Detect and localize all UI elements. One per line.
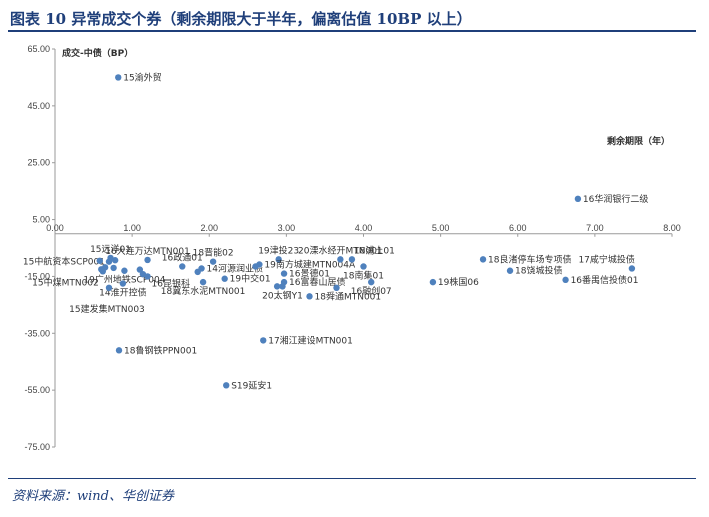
source-note: 资料来源：wind、华创证券: [12, 489, 174, 504]
data-point: [252, 263, 259, 270]
data-point: [96, 257, 103, 264]
point-label: 20溧水经开MTN001: [298, 244, 383, 256]
point-label: 16大连万达MTN001: [105, 245, 190, 257]
y-tick-label: -15.00: [24, 271, 50, 281]
data-point: [105, 284, 113, 291]
point-label: 15中煤MTN002: [32, 276, 99, 288]
figure-footer: 资料来源：wind、华创证券: [8, 478, 696, 507]
point-label: 16华润银行二级: [583, 193, 648, 205]
y-tick-label: -55.00: [24, 385, 50, 395]
y-tick-label: 45.00: [27, 101, 50, 111]
data-point: [628, 265, 636, 272]
data-point: [199, 278, 207, 286]
y-tick-label: -75.00: [24, 442, 50, 452]
x-tick-label: 6.00: [509, 223, 527, 233]
x-tick-label: 1.00: [123, 223, 141, 233]
point-label: 17咸宁城投债: [578, 253, 634, 265]
y-axis-title: 成交-中债（BP）: [62, 47, 133, 59]
point-label: 18良渚停车场专项债: [488, 253, 571, 265]
point-label: 14河源润业债: [207, 262, 263, 274]
figure-title: 图表 10 异常成交个券（剩余期限大于半年，偏离估值 10BP 以上）: [10, 10, 472, 28]
data-point: [562, 276, 569, 284]
point-label: 19津投23: [258, 244, 299, 256]
point-label: 16景德01: [289, 268, 330, 280]
data-point: [139, 270, 147, 278]
data-point: [337, 256, 344, 263]
point-label: 18冀东水泥MTN001: [161, 285, 246, 297]
point-label: 20太钢Y1: [262, 289, 303, 301]
point-label: 18晋能02: [193, 247, 234, 259]
point-label: 17湘江建设MTN001: [268, 334, 353, 346]
point-label: 16番禺信投债01: [571, 274, 639, 286]
data-point: [368, 278, 375, 286]
point-label: 18舜通MTN001: [315, 290, 382, 302]
data-point: [223, 382, 230, 389]
x-tick-label: 8.00: [663, 223, 681, 233]
data-point: [429, 278, 437, 286]
point-label: 15中航资本SCP001: [23, 256, 105, 268]
data-point: [115, 347, 123, 354]
data-point: [136, 266, 144, 273]
data-point: [144, 256, 151, 264]
data-point: [306, 293, 313, 300]
data-point: [121, 267, 128, 274]
data-point: [119, 280, 127, 287]
data-point: [209, 258, 217, 265]
point-label: 16融创07: [351, 285, 392, 297]
point-label: 19株国06: [438, 276, 479, 288]
point-label: 19南方城建MTN004A: [264, 258, 356, 270]
x-axis-title: 剩余期限（年）: [607, 135, 670, 147]
x-tick-label: 2.00: [200, 223, 218, 233]
data-point: [275, 256, 282, 263]
data-point: [273, 283, 281, 290]
axes: 65.00 45.00 25.00 5.00 -15.00 -35.00 -55.00 -75…: [24, 44, 680, 452]
data-point: [506, 267, 514, 274]
x-tick-label: 7.00: [586, 223, 604, 233]
data-point: [221, 275, 228, 282]
data-point: [194, 268, 201, 276]
scatter-chart: 65.00 45.00 25.00 5.00 -15.00 -35.00 -55.00 -75…: [23, 44, 681, 452]
data-point: [280, 270, 288, 277]
data-point: [333, 284, 340, 291]
data-point: [179, 263, 186, 270]
y-tick-label: -35.00: [24, 328, 50, 338]
x-tick-label: 4.00: [355, 223, 373, 233]
y-tick-label: 5.00: [32, 215, 50, 225]
data-point: [115, 74, 122, 81]
data-point: [574, 195, 582, 203]
data-point: [348, 256, 356, 263]
x-tick-label: 3.00: [278, 223, 296, 233]
figure-header: 图表 10 异常成交个券（剩余期限大于半年，偏离估值 10BP 以上）: [8, 4, 696, 32]
point-label: 15建发集MTN003: [69, 303, 145, 315]
data-point: [105, 258, 113, 265]
y-tick-label: 25.00: [27, 158, 50, 168]
data-point: [110, 264, 117, 272]
data-point: [479, 256, 487, 263]
point-label: 16政通01: [162, 251, 203, 263]
data-point: [111, 257, 119, 264]
x-tick-label: 0.00: [46, 223, 64, 233]
point-label: 18南集01: [343, 269, 384, 281]
point-label: 16昆银科: [152, 277, 190, 289]
point-label: 18鲁钢铁PPN001: [124, 344, 197, 356]
point-label: 16富春山居债: [289, 276, 345, 288]
data-point: [98, 266, 105, 273]
point-label: 15远洋01: [90, 243, 131, 255]
point-label: 19中交01: [230, 273, 271, 285]
y-tick-label: 65.00: [27, 44, 50, 54]
x-tick-label: 5.00: [432, 223, 450, 233]
point-label: 18饶城投债: [515, 265, 562, 277]
data-point: [360, 263, 367, 270]
point-label: 15渝外贸: [123, 71, 161, 83]
point-label: S19延安1: [231, 379, 272, 391]
data-point: [279, 283, 286, 290]
point-label: 18浦土01: [354, 244, 395, 256]
data-point: [260, 337, 267, 344]
